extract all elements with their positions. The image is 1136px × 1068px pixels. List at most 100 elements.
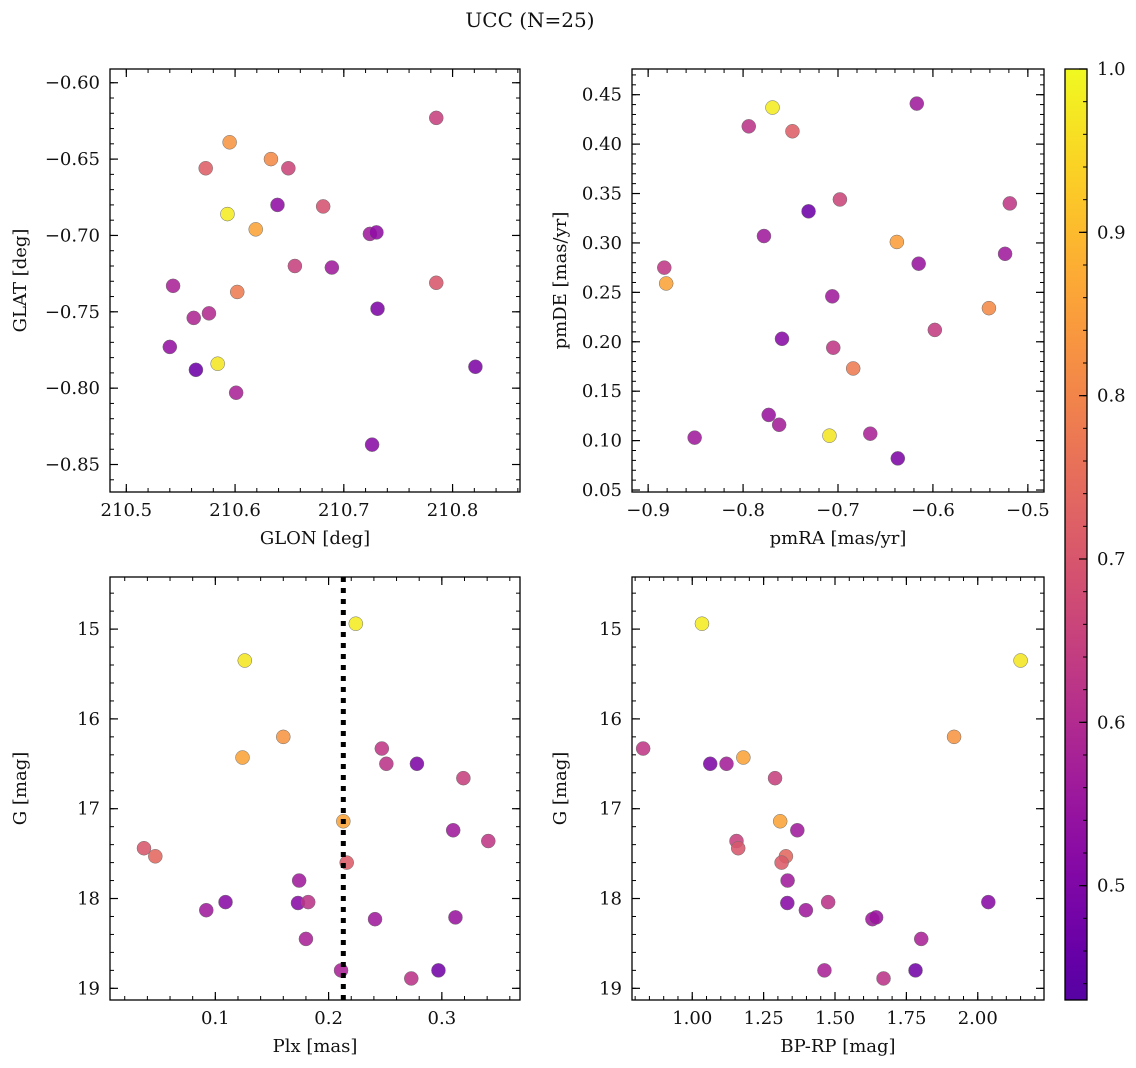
scatter-point <box>235 750 250 765</box>
scatter-point <box>657 260 672 275</box>
x-tick-label: 210.6 <box>209 500 261 521</box>
scatter-point <box>229 284 245 300</box>
scatter-point <box>822 428 837 443</box>
scatter-point <box>908 963 923 978</box>
x-axis-label: GLON [deg] <box>260 528 370 549</box>
x-tick-label: 0.2 <box>314 1008 343 1029</box>
y-tick-label: 15 <box>599 619 622 640</box>
scatter-point <box>162 339 178 355</box>
y-tick-label: 0.20 <box>582 332 622 353</box>
colorbar-tick-label: 0.5 <box>1097 876 1126 897</box>
scatter-points <box>162 110 483 452</box>
axes-frame <box>109 576 521 1001</box>
scatter-point <box>730 840 746 856</box>
scatter-point <box>409 756 425 772</box>
x-tick-label: −0.7 <box>816 500 860 521</box>
scatter-point <box>1013 653 1028 668</box>
scatter-point <box>719 756 734 772</box>
scatter-point <box>186 310 201 326</box>
scatter-point <box>148 849 163 864</box>
scatter-point <box>248 222 263 237</box>
y-tick-label: −0.65 <box>45 149 100 170</box>
scatter-point <box>481 833 496 849</box>
y-tick-label: 0.35 <box>582 184 622 205</box>
scatter-point <box>780 895 795 911</box>
x-tick-label: −0.9 <box>626 500 670 521</box>
y-tick-label: 0.30 <box>582 233 622 254</box>
axes-frame <box>631 576 1045 1001</box>
scatter-point <box>927 322 943 338</box>
scatter-point <box>981 894 996 910</box>
scatter-point <box>136 840 152 856</box>
colorbar: 0.5 0.6 0.7 0.8 0.9 1.0 <box>1064 59 1126 1001</box>
scatter-point <box>198 161 213 176</box>
scatter-point <box>845 361 861 376</box>
scatter-points <box>635 616 1028 986</box>
scatter-point <box>761 407 776 423</box>
scatter-point <box>1002 196 1018 211</box>
y-axis-label: G [mag] <box>550 752 571 825</box>
axes-frame <box>109 68 521 493</box>
y-axis-label: G [mag] <box>10 752 31 825</box>
scatter-point <box>801 204 816 219</box>
scatter-point <box>767 770 783 786</box>
x-tick-label: 1.75 <box>886 1008 926 1029</box>
scatter-point <box>270 197 285 213</box>
scatter-point <box>199 902 214 918</box>
scatter-point <box>456 770 471 786</box>
scatter-point <box>370 301 385 317</box>
scatter-point <box>404 971 419 986</box>
y-tick-label: 0.40 <box>582 134 622 155</box>
panel-3: 0.1 0.2 0.3 15 16 17 18 19 Plx [mas] G [mag] <box>10 576 521 1057</box>
y-tick-label: 16 <box>77 709 100 730</box>
scatter-point <box>756 228 772 244</box>
scatter-point <box>741 119 757 134</box>
panels: 210.5 210.6 210.7 210.8 −0.60 −0.65 −0.70 −0.75… <box>10 68 1050 1057</box>
scatter-point <box>868 910 884 925</box>
scatter-point <box>780 873 795 888</box>
y-axis-label: GLAT [deg] <box>10 229 31 333</box>
x-tick-label: 1.50 <box>815 1008 855 1029</box>
scatter-point <box>790 823 805 838</box>
scatter-point <box>825 289 840 304</box>
scatter-point <box>228 385 244 400</box>
y-tick-label: 17 <box>599 799 622 820</box>
scatter-point <box>445 823 461 838</box>
y-tick-label: 0.10 <box>582 431 622 452</box>
scatter-point <box>220 206 235 222</box>
colorbar-frame <box>1064 68 1088 1001</box>
scatter-point <box>774 331 790 347</box>
x-tick-label: 210.7 <box>318 500 370 521</box>
y-tick-label: 0.15 <box>582 381 622 402</box>
y-tick-label: 0.45 <box>582 85 622 106</box>
x-tick-label: 0.1 <box>201 1008 230 1029</box>
y-tick-label: 18 <box>77 889 100 910</box>
scatter-point <box>218 894 233 910</box>
scatter-point <box>367 911 383 927</box>
scatter-point <box>431 963 446 978</box>
scatter-point <box>687 430 702 445</box>
scatter-point <box>997 246 1013 262</box>
scatter-point <box>298 931 314 947</box>
scatter-point <box>468 359 483 375</box>
y-tick-label: −0.85 <box>45 455 100 476</box>
scatter-point <box>429 275 444 291</box>
y-tick-label: 0.25 <box>582 282 622 303</box>
panel-1: 210.5 210.6 210.7 210.8 −0.60 −0.65 −0.70 −0.75… <box>10 68 521 549</box>
x-tick-label: 210.5 <box>101 500 153 521</box>
scatter-point <box>876 971 891 986</box>
y-tick-label: 17 <box>77 799 100 820</box>
x-tick-label: −0.6 <box>911 500 955 521</box>
y-tick-label: 15 <box>77 619 100 640</box>
scatter-points <box>136 616 496 986</box>
y-tick-label: 16 <box>599 709 622 730</box>
scatter-point <box>324 260 340 275</box>
y-tick-label: −0.70 <box>45 225 100 246</box>
x-tick-label: 1.00 <box>672 1008 712 1029</box>
figure-title: UCC (N=25) <box>465 8 594 32</box>
panel-2: −0.9 −0.8 −0.7 −0.6 −0.5 0.05 0.10 0.15 0.20 0.25… <box>550 68 1050 549</box>
scatter-point <box>946 729 962 745</box>
scatter-point <box>379 756 394 772</box>
x-tick-label: 2.00 <box>958 1008 998 1029</box>
scatter-point <box>348 616 364 631</box>
